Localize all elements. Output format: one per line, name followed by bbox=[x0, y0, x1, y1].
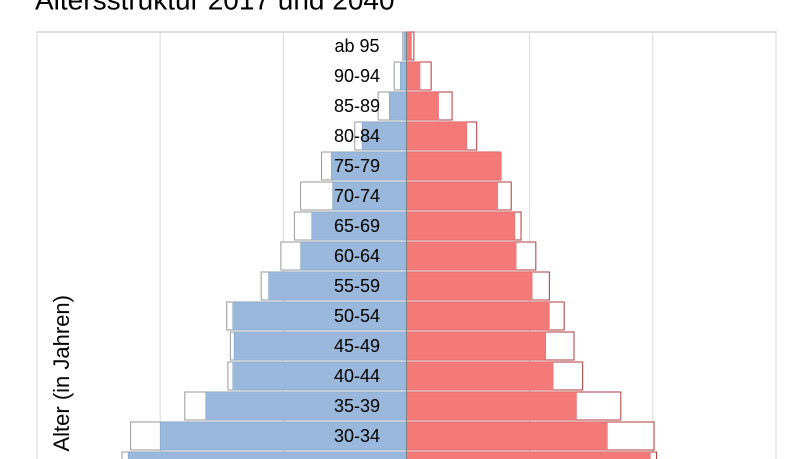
bar bbox=[406, 211, 516, 241]
bar bbox=[406, 61, 421, 91]
bar bbox=[406, 301, 550, 331]
category-label: 65-69 bbox=[334, 216, 380, 236]
bar bbox=[406, 121, 468, 151]
bar bbox=[406, 31, 412, 61]
bar bbox=[406, 271, 533, 301]
bar bbox=[232, 301, 407, 331]
category-label: 35-39 bbox=[334, 396, 380, 416]
bar bbox=[406, 91, 439, 121]
bar bbox=[406, 331, 546, 361]
category-label: 30-34 bbox=[334, 426, 380, 446]
bar bbox=[311, 211, 407, 241]
bar bbox=[406, 151, 502, 181]
bar bbox=[406, 391, 577, 421]
category-label: 85-89 bbox=[334, 96, 380, 116]
category-label: 60-64 bbox=[334, 246, 380, 266]
category-label: 80-84 bbox=[334, 126, 380, 146]
bar bbox=[233, 331, 407, 361]
bar bbox=[232, 361, 407, 391]
bar bbox=[332, 181, 407, 211]
y-axis-label: Alter (in Jahren) bbox=[49, 295, 74, 452]
bar bbox=[406, 451, 651, 459]
category-label: 45-49 bbox=[334, 336, 380, 356]
bar bbox=[205, 391, 407, 421]
category-label: 75-79 bbox=[334, 156, 380, 176]
category-label: 50-54 bbox=[334, 306, 380, 326]
category-label: 40-44 bbox=[334, 366, 380, 386]
bar bbox=[361, 121, 407, 151]
category-label: ab 95 bbox=[334, 36, 379, 56]
bar bbox=[406, 421, 608, 451]
bar bbox=[406, 361, 554, 391]
bar bbox=[406, 181, 498, 211]
bar bbox=[127, 451, 407, 459]
bar bbox=[400, 61, 407, 91]
bar bbox=[159, 421, 407, 451]
bar bbox=[300, 241, 407, 271]
category-label: 55-59 bbox=[334, 276, 380, 296]
category-label: 70-74 bbox=[334, 186, 380, 206]
bar bbox=[268, 271, 407, 301]
bar bbox=[389, 91, 407, 121]
category-label: 90-94 bbox=[334, 66, 380, 86]
bar bbox=[406, 241, 517, 271]
bar bbox=[331, 151, 407, 181]
chart-title: Altersstruktur 2017 und 2040 bbox=[35, 0, 395, 15]
